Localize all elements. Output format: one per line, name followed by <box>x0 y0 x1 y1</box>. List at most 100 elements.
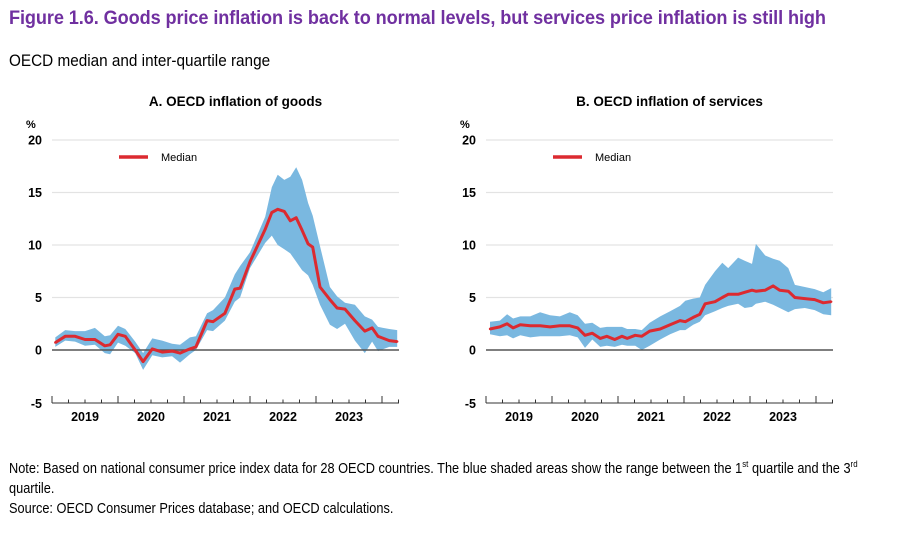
chart-title: A. OECD inflation of goods <box>149 94 322 109</box>
median-point <box>170 349 174 353</box>
median-point <box>73 335 77 338</box>
median-point <box>141 360 145 363</box>
median-point <box>692 316 695 319</box>
median-point <box>311 245 314 249</box>
median-point <box>591 332 594 335</box>
median-point <box>335 306 339 310</box>
median-point <box>558 324 562 327</box>
median-point <box>295 216 298 219</box>
median-point <box>93 338 97 341</box>
median-point <box>648 329 651 333</box>
median-point <box>248 260 252 263</box>
median-point <box>803 297 806 300</box>
legend-median-label: Median <box>161 152 197 164</box>
median-point <box>620 335 624 338</box>
median-point <box>634 334 637 337</box>
median-point <box>605 335 608 338</box>
median-point <box>124 335 127 338</box>
median-point <box>488 327 492 331</box>
median-point <box>703 302 707 305</box>
x-tick-label: 2023 <box>769 410 797 424</box>
median-point <box>626 337 629 340</box>
median-point <box>778 289 781 292</box>
median-point <box>223 312 227 315</box>
y-tick-label: -5 <box>465 397 476 411</box>
x-tick-label: 2019 <box>505 410 533 424</box>
median-point <box>511 326 515 330</box>
median-point <box>289 219 292 222</box>
median-point <box>538 324 542 327</box>
median-point <box>233 287 236 291</box>
x-tick-label: 2020 <box>571 410 599 424</box>
median-point <box>328 298 332 301</box>
median-point <box>613 338 616 341</box>
y-tick-label: 20 <box>28 134 42 148</box>
median-point <box>396 340 399 343</box>
median-point <box>306 242 310 246</box>
median-point <box>238 286 242 290</box>
median-point <box>583 334 587 337</box>
median-point <box>599 337 602 340</box>
x-tick-label: 2021 <box>203 410 231 424</box>
median-point <box>270 211 273 214</box>
y-axis-unit-label: % <box>26 119 36 131</box>
median-point <box>211 320 215 323</box>
median-point <box>754 290 758 293</box>
median-point <box>668 323 672 326</box>
source-text: Source: OECD Consumer Prices database; a… <box>9 500 394 517</box>
median-point <box>370 326 374 330</box>
median-point <box>727 293 730 296</box>
median-point <box>276 208 279 211</box>
median-point <box>698 313 701 316</box>
chart-title: B. OECD inflation of services <box>576 94 763 109</box>
median-point <box>318 285 322 289</box>
median-point <box>813 298 816 301</box>
median-point <box>83 338 87 341</box>
median-point <box>721 296 724 299</box>
x-tick-label: 2022 <box>703 410 731 424</box>
y-tick-label: 5 <box>35 291 42 305</box>
y-tick-label: 10 <box>462 239 476 253</box>
median-point <box>103 344 107 347</box>
x-tick-label: 2021 <box>637 410 665 424</box>
median-point <box>743 291 746 294</box>
median-point <box>548 325 552 329</box>
figure-subtitle: OECD median and inter-quartile range <box>9 51 271 70</box>
median-point <box>576 326 579 330</box>
median-point <box>300 229 304 232</box>
y-tick-label: 15 <box>28 186 42 200</box>
x-tick-label: 2022 <box>269 410 297 424</box>
median-point <box>108 343 112 346</box>
x-tick-label: 2023 <box>335 410 363 424</box>
goods-inflation-chart: A. OECD inflation of goods% -5 0 5 10 15 20 201… <box>26 94 399 424</box>
median-point <box>529 324 532 327</box>
y-tick-label: 0 <box>35 344 42 358</box>
median-point <box>54 341 57 344</box>
median-point <box>283 210 286 213</box>
median-line <box>489 284 832 341</box>
y-tick-label: 15 <box>462 186 476 200</box>
median-point <box>188 347 192 351</box>
services-inflation-chart: B. OECD inflation of services% -5 0 5 10 15 20… <box>460 94 833 424</box>
median-point <box>519 323 522 326</box>
median-point <box>363 329 366 333</box>
median-point <box>205 319 209 322</box>
figure-notes: Note: Based on national consumer price i… <box>9 454 898 519</box>
x-tick-label: 2020 <box>137 410 165 424</box>
median-point <box>134 348 137 352</box>
figure-title: Figure 1.6. Goods price inflation is bac… <box>9 7 826 29</box>
median-point <box>793 296 797 299</box>
median-point <box>343 307 347 311</box>
median-point <box>505 322 509 325</box>
median-point <box>684 320 687 323</box>
median-point <box>771 284 775 288</box>
median-point <box>764 289 767 292</box>
median-point <box>178 351 182 355</box>
iqr-band-area <box>55 167 398 370</box>
median-point <box>151 347 154 351</box>
median-line <box>54 207 398 364</box>
median-point <box>264 228 267 231</box>
median-point <box>116 333 120 336</box>
iqr-band-area <box>490 243 832 350</box>
y-tick-label: 0 <box>469 344 476 358</box>
